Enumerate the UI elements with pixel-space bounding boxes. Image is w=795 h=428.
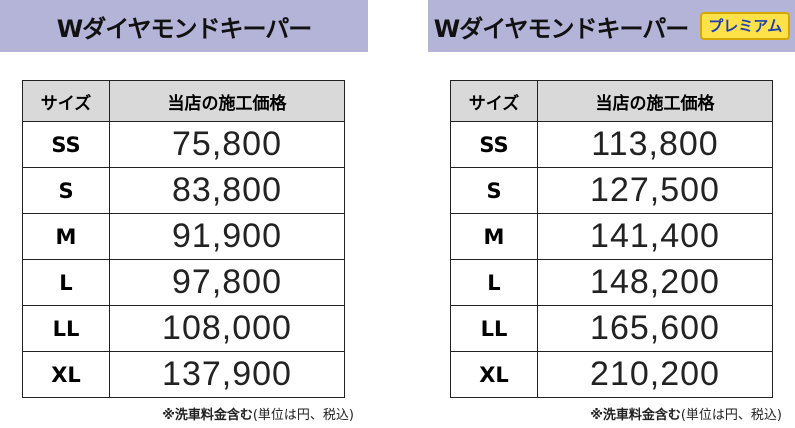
table-row: M 91,900 — [22, 213, 345, 260]
table-row: S 127,500 — [450, 167, 773, 214]
panel-header: Wダイヤモンドキーパー — [0, 0, 368, 52]
table-row: SS 113,800 — [450, 121, 773, 168]
size-cell: S — [450, 167, 538, 214]
table-row: L 97,800 — [22, 259, 345, 306]
price-table: サイズ 当店の施工価格 SS 75,800 S 83,800 M 91,900 L 97,800 L… — [22, 80, 345, 398]
table-row: XL 210,200 — [450, 351, 773, 398]
table-row: M 141,400 — [450, 213, 773, 260]
table-row: XL 137,900 — [22, 351, 345, 398]
panel-title: Wダイヤモンドキーパー — [56, 14, 313, 43]
price-cell: 91,900 — [109, 213, 345, 260]
panel-header: Wダイヤモンドキーパー プレミアム — [428, 0, 795, 52]
size-cell: L — [450, 259, 538, 306]
size-cell: LL — [22, 305, 110, 352]
price-cell: 148,200 — [537, 259, 773, 306]
column-header: 当店の施工価格 — [109, 80, 345, 122]
price-cell: 141,400 — [537, 213, 773, 260]
price-cell: 137,900 — [109, 351, 345, 398]
table-row: SS 75,800 — [22, 121, 345, 168]
price-table: サイズ 当店の施工価格 SS 113,800 S 127,500 M 141,400 L 148,… — [450, 80, 773, 398]
size-cell: L — [22, 259, 110, 306]
price-cell: 97,800 — [109, 259, 345, 306]
footnote-text: (単位は円、税込) — [252, 408, 354, 423]
size-cell: XL — [450, 351, 538, 398]
price-panel: Wダイヤモンドキーパーサイズ 当店の施工価格 SS 75,800 S 83,800 M 91,… — [0, 0, 368, 428]
footnote: ※洗車料金含む(単位は円、税込) — [162, 404, 354, 423]
price-cell: 75,800 — [109, 121, 345, 168]
premium-badge: プレミアム — [700, 12, 791, 40]
price-cell: 127,500 — [537, 167, 773, 214]
column-header: サイズ — [22, 80, 110, 122]
price-cell: 83,800 — [109, 167, 345, 214]
footnote: ※洗車料金含む(単位は円、税込) — [590, 404, 782, 423]
column-header: サイズ — [450, 80, 538, 122]
footnote-bold: ※洗車料金含む — [162, 408, 253, 423]
price-cell: 210,200 — [537, 351, 773, 398]
size-cell: S — [22, 167, 110, 214]
footnote-bold: ※洗車料金含む — [590, 408, 681, 423]
footnote-text: (単位は円、税込) — [680, 408, 782, 423]
size-cell: M — [22, 213, 110, 260]
header-row: サイズ 当店の施工価格 — [22, 80, 345, 122]
table-row: LL 108,000 — [22, 305, 345, 352]
price-cell: 108,000 — [109, 305, 345, 352]
table-row: S 83,800 — [22, 167, 345, 214]
size-cell: M — [450, 213, 538, 260]
header-row: サイズ 当店の施工価格 — [450, 80, 773, 122]
column-header: 当店の施工価格 — [537, 80, 773, 122]
table-row: L 148,200 — [450, 259, 773, 306]
price-cell: 113,800 — [537, 121, 773, 168]
size-cell: SS — [450, 121, 538, 168]
size-cell: SS — [22, 121, 110, 168]
panel-title: Wダイヤモンドキーパー — [433, 14, 690, 43]
table-row: LL 165,600 — [450, 305, 773, 352]
price-panel: Wダイヤモンドキーパー プレミアムサイズ 当店の施工価格 SS 113,800 S 127,… — [428, 0, 795, 428]
price-cell: 165,600 — [537, 305, 773, 352]
size-cell: XL — [22, 351, 110, 398]
size-cell: LL — [450, 305, 538, 352]
